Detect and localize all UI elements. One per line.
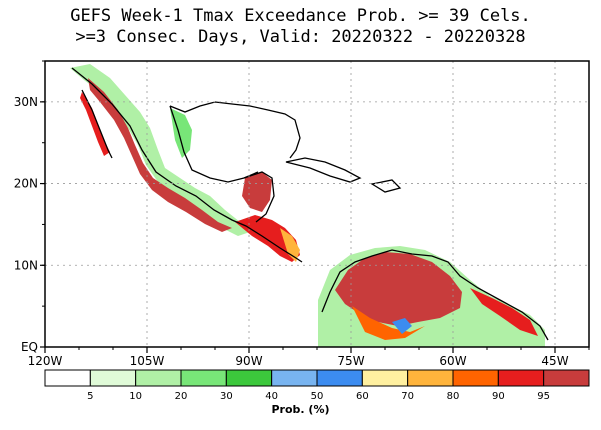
coast-gulf [169,101,301,159]
y-tick-label: 30N [14,95,38,109]
coast-yucatan [243,171,275,223]
legend-tick-label: 50 [311,391,324,402]
y-tick-label: EQ [21,340,38,354]
prob-area-south-america-red [335,252,462,326]
map-grid [45,61,589,347]
legend-tick-label: 30 [220,391,233,402]
legend-tick-label: 95 [537,391,550,402]
prob-area-mexico-red [88,78,232,232]
legend-tick-label: 80 [447,391,460,402]
x-tick-label: 60W [439,354,466,368]
legend-tick-label: 10 [129,391,142,402]
legend-swatch [271,369,318,387]
prob-area-yucatan [242,172,272,212]
x-axis: 120W 105W 90W 75W 60W 45W [28,347,590,368]
map-title-line1: GEFS Week-1 Tmax Exceedance Prob. >= 39 … [70,6,531,26]
x-tick-label: 45W [541,354,568,368]
prob-area-baja [80,92,110,156]
y-axis: EQ 10N 20N 30N [14,60,45,354]
legend-swatch [180,369,227,387]
coast-cuba [285,157,362,183]
legend-swatch [361,369,409,387]
prob-area-south-america-orange [352,306,425,340]
legend-swatch [135,369,182,387]
coast-gulf-west [169,105,259,183]
legend-colorbar: 5 10 20 30 40 50 60 70 80 90 95 [44,369,590,402]
prob-area-central-america-orange [280,228,300,262]
legend-tick-label: 20 [175,391,188,402]
legend-swatch [89,369,137,387]
legend-swatch [225,369,273,387]
coast-baja [81,89,113,159]
legend-swatch [497,369,545,387]
legend-swatch [407,369,454,387]
x-tick-label: 90W [235,354,262,368]
x-tick-label: 75W [337,354,364,368]
x-tick-label: 120W [28,354,63,368]
legend-tick-label: 60 [356,391,369,402]
prob-area-blue-spot [392,318,412,334]
probability-shading [70,64,545,347]
legend-tick-label: 70 [401,391,414,402]
y-tick-label: 20N [14,177,38,191]
legend-tick-label: 5 [87,391,93,402]
prob-area-guiana [470,288,538,336]
coast-south-america [321,249,549,341]
map-title-line2: >=3 Consec. Days, Valid: 20220322 - 2022… [75,27,526,47]
coast-north-america [71,67,303,263]
coast-hispaniola [370,179,402,193]
legend-units-label: Prob. (%) [271,403,330,416]
coastlines [71,67,549,341]
legend-tick-label: 90 [492,391,505,402]
legend-swatch [316,369,363,387]
legend-swatch [543,369,590,387]
x-tick-label: 105W [130,354,165,368]
legend-tick-label: 40 [265,391,278,402]
legend-swatch [44,369,91,387]
legend-swatch [452,369,499,387]
y-tick-label: 10N [14,258,38,272]
